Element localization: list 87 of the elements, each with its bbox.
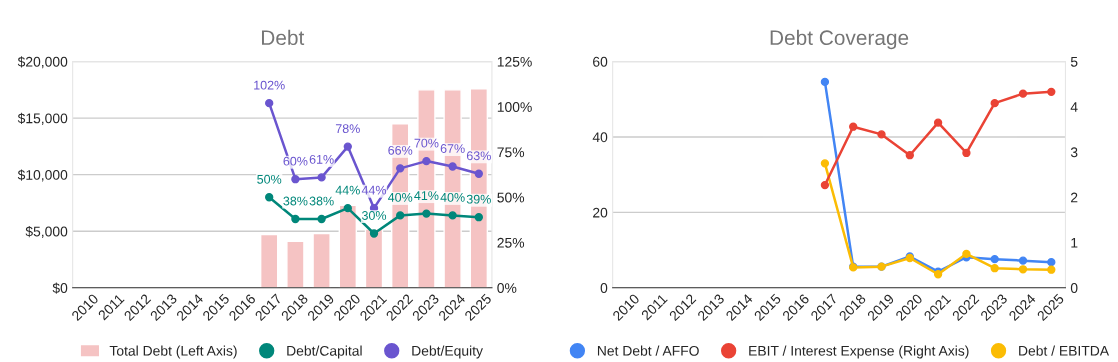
point: [448, 211, 457, 220]
data-label: 60%: [283, 156, 308, 166]
point: [962, 249, 971, 259]
point: [905, 151, 914, 160]
data-label: 70%: [414, 138, 439, 148]
legend-label: Net Debt / AFFO: [597, 345, 699, 356]
bar: [364, 228, 384, 288]
point: [820, 180, 830, 190]
y2-tick-label: 0%: [497, 283, 517, 293]
point: [474, 213, 483, 222]
data-label: 50%: [257, 174, 282, 184]
data-label: 41%: [414, 191, 439, 200]
data-label: 67%: [440, 144, 465, 153]
data-label: 61%: [309, 154, 334, 164]
point: [265, 193, 274, 202]
y2-tick-label: 4: [1070, 102, 1078, 112]
legend-label: Debt / EBITDA: [1019, 345, 1110, 356]
data-label: 78%: [335, 124, 360, 134]
point: [291, 214, 300, 224]
point: [396, 164, 405, 173]
data-label: 38%: [283, 196, 308, 206]
data-label: 40%: [440, 192, 465, 202]
chart-title: Debt: [262, 29, 305, 46]
y2-tick-label: 5: [1070, 57, 1078, 67]
data-label: 102%: [254, 80, 285, 90]
data-label: 63%: [466, 151, 491, 161]
legend-label: EBIT / Interest Expense (Right Axis): [749, 345, 969, 359]
point: [265, 99, 274, 108]
y-tick-label: $0: [52, 282, 68, 294]
point: [317, 214, 326, 224]
bar: [338, 204, 358, 288]
point: [448, 162, 457, 171]
data-label: 44%: [335, 185, 360, 195]
legend-label: Debt/Capital: [287, 345, 362, 359]
y2-tick-label: 50%: [497, 192, 525, 203]
legend-label: Debt/Equity: [412, 345, 483, 359]
y2-tick-label: 100%: [497, 102, 532, 112]
point: [877, 130, 886, 139]
y-tick-label: $5,000: [25, 225, 68, 239]
y2-tick-label: 3: [1070, 147, 1078, 158]
point: [933, 118, 943, 127]
data-label: 39%: [466, 194, 491, 204]
data-label: 38%: [309, 196, 334, 206]
data-label: 30%: [361, 211, 387, 220]
point: [820, 77, 830, 87]
legend-label: Total Debt (Left Axis): [109, 345, 237, 359]
point: [849, 122, 858, 131]
point: [990, 99, 999, 108]
point: [1047, 87, 1056, 97]
y2-tick-label: 125%: [497, 56, 532, 67]
point: [1018, 265, 1028, 274]
y2-tick-label: 0: [1070, 283, 1078, 293]
y-tick-label: $20,000: [17, 56, 68, 69]
data-label: 66%: [388, 145, 413, 155]
y2-tick-label: 2: [1071, 192, 1078, 203]
y-tick-label: 0: [600, 283, 608, 293]
point: [422, 156, 431, 166]
point: [291, 175, 300, 184]
point: [990, 264, 999, 273]
point: [962, 148, 971, 158]
point: [1018, 89, 1028, 98]
data-label: 44%: [361, 185, 387, 195]
bar: [259, 233, 279, 288]
y2-tick-label: 1: [1071, 238, 1078, 248]
point: [820, 159, 830, 168]
point: [343, 142, 352, 151]
data-label: 40%: [387, 192, 413, 202]
point: [1047, 265, 1056, 274]
point: [990, 254, 999, 264]
y2-tick-label: 25%: [497, 237, 525, 248]
bar: [312, 232, 331, 288]
y-tick-label: 40: [592, 132, 608, 143]
y-tick-label: $10,000: [17, 169, 68, 182]
y-tick-label: $15,000: [17, 112, 68, 125]
point: [474, 169, 483, 178]
point: [1018, 256, 1028, 265]
point: [317, 173, 326, 182]
point: [396, 211, 405, 220]
point: [369, 229, 379, 238]
point: [343, 203, 352, 213]
y-tick-label: 20: [593, 207, 608, 218]
bar: [286, 240, 305, 288]
point: [422, 209, 431, 218]
y2-tick-label: 75%: [497, 147, 525, 158]
chart-title: Debt Coverage: [770, 29, 909, 50]
point: [1047, 257, 1056, 267]
y-tick-label: 60: [593, 56, 608, 67]
